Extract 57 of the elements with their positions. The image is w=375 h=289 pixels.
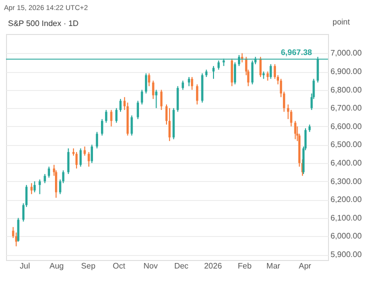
x-tick-label: Sep [81,262,96,270]
candlestick [294,120,296,140]
candlestick [67,148,70,174]
y-tick-label: 6,200.00 [330,195,362,204]
ref-line-label: 6,967.38 [280,48,313,58]
candlestick [80,148,82,168]
candlestick [88,152,90,168]
candlestick [110,109,112,127]
candlestick [75,152,78,169]
y-tick-label: 6,700.00 [330,104,362,113]
candlestick [44,173,46,184]
candlestick [38,178,41,195]
candlestick [196,84,198,105]
candlestick [148,72,150,87]
x-tick-label: Nov [144,262,158,270]
candlestick [105,109,108,124]
chart-title: S&P 500 Index · 1D [8,19,79,28]
candlestick [84,146,86,156]
candlestick [136,100,139,120]
y-tick-label: 6,300.00 [330,176,362,186]
candlestick [96,131,98,149]
candlestick [160,89,162,110]
x-tick-label: Feb [238,262,252,270]
candlestick [48,166,50,178]
candlestick [230,58,234,87]
x-tick-label: Dec [174,262,188,270]
y-tick-label: 6,600.00 [330,122,362,131]
candlestick [266,71,269,82]
x-tick-label: 2026 [204,262,222,270]
x-tick-label: Jul [20,262,30,270]
candlestick [17,217,20,242]
y-tick-label: 6,500.00 [330,140,362,150]
candlestick [152,80,154,100]
y-tick-label: 6,800.00 [330,85,362,94]
candlestick [176,86,179,112]
candlestick [234,62,236,85]
candlestick [130,114,133,136]
candlestick [270,64,272,80]
y-axis-title: point [332,18,351,26]
y-tick-label: 7,000.00 [330,48,362,58]
x-tick-label: Aug [49,262,64,270]
x-tick-label: Apr [298,262,312,270]
y-tick-label: 6,100.00 [330,213,362,222]
x-tick-label: Mar [266,262,281,270]
y-tick-label: 6,900.00 [330,67,362,76]
candlestick [155,89,158,109]
candlestick [90,144,93,164]
candlestick [34,180,36,193]
candlestick [168,108,171,142]
x-tick-label: Oct [112,262,126,270]
candlestick [182,80,184,90]
y-tick-label: 6,000.00 [330,232,362,241]
candlestick [140,89,144,105]
y-tick-label: 6,400.00 [330,158,362,168]
candlestick [115,108,118,124]
candlestick [144,72,148,94]
y-tick-label: 5,900.00 [330,250,362,260]
